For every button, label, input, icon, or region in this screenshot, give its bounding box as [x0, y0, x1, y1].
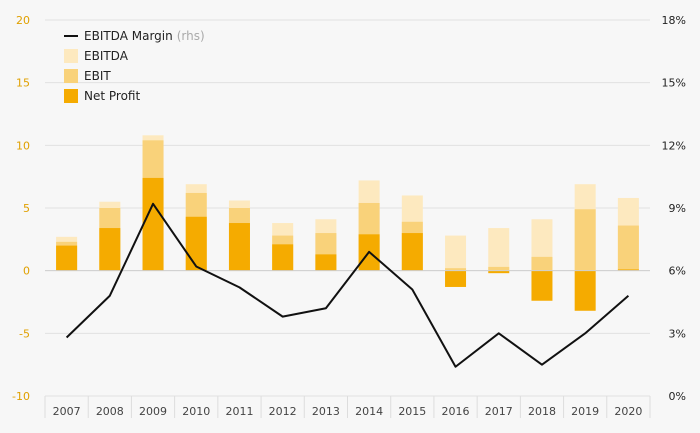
x-tick-label: 2016	[442, 405, 470, 418]
y-left-tick-label: -5	[19, 327, 30, 340]
x-tick-label: 2013	[312, 405, 340, 418]
bar-net-profit	[445, 270, 467, 287]
y-left-tick-label: 10	[16, 139, 30, 152]
y-right-tick-label: 15%	[662, 77, 686, 90]
bar-ebit	[488, 266, 510, 271]
x-tick-label: 2009	[139, 405, 167, 418]
y-left-tick-label: 20	[16, 14, 30, 27]
grid-layer	[44, 19, 651, 418]
x-tick-label: 2017	[485, 405, 513, 418]
y-left-tick-label: 0	[23, 265, 30, 278]
bar-net-profit	[228, 223, 250, 271]
bar-ebitda	[445, 235, 467, 271]
bar-net-profit	[185, 216, 207, 271]
y-left-tick-label: -10	[12, 390, 30, 403]
ticks-layer: -10 0% -5 3% 0 6% 5 9% 10 12% 15 15% 20 18% 2007 2008 20…	[12, 14, 686, 418]
bar-net-profit	[272, 244, 294, 271]
y-right-tick-label: 12%	[662, 139, 686, 152]
bars-layer	[56, 135, 639, 311]
legend-swatch	[64, 69, 78, 83]
bar-ebit	[445, 268, 467, 271]
bar-ebit	[531, 256, 553, 271]
y-right-tick-label: 6%	[669, 265, 686, 278]
bar-ebit	[574, 209, 596, 271]
y-right-tick-label: 9%	[669, 202, 686, 215]
x-tick-label: 2011	[225, 405, 253, 418]
bar-net-profit	[531, 270, 553, 301]
bar-net-profit	[488, 270, 510, 274]
bar-net-profit	[401, 233, 423, 271]
legend-label: EBIT	[84, 69, 111, 83]
line-layer	[65, 202, 630, 368]
y-right-tick-label: 0%	[669, 390, 686, 403]
bar-net-profit	[315, 254, 337, 271]
x-tick-label: 2018	[528, 405, 556, 418]
legend-label-note: (rhs)	[177, 29, 205, 43]
y-right-tick-label: 18%	[662, 14, 686, 27]
legend-label: EBITDA Margin (rhs)	[84, 29, 205, 43]
legend-swatch	[64, 89, 78, 103]
bar-net-profit	[56, 245, 78, 271]
bar-ebitda	[488, 228, 510, 271]
line-ebitda-margin	[65, 202, 630, 368]
y-right-tick-label: 3%	[669, 327, 686, 340]
x-tick-label: 2012	[269, 405, 297, 418]
x-tick-label: 2008	[96, 405, 124, 418]
legend-label: EBITDA	[84, 49, 129, 63]
x-tick-label: 2019	[571, 405, 599, 418]
legend: EBITDA Margin (rhs) EBITDA EBIT Net Profit	[64, 29, 205, 103]
x-tick-label: 2014	[355, 405, 383, 418]
x-tick-label: 2020	[614, 405, 642, 418]
x-tick-label: 2015	[398, 405, 426, 418]
legend-swatch	[64, 49, 78, 63]
x-tick-label: 2010	[182, 405, 210, 418]
x-tick-label: 2007	[53, 405, 81, 418]
bar-net-profit	[99, 228, 121, 271]
bar-net-profit	[617, 269, 639, 271]
bar-ebit	[617, 225, 639, 271]
y-left-tick-label: 5	[23, 202, 30, 215]
legend-label: Net Profit	[84, 89, 140, 103]
y-left-tick-label: 15	[16, 77, 30, 90]
bar-net-profit	[574, 270, 596, 311]
bar-net-profit	[142, 177, 164, 271]
legend-label-text: EBITDA Margin	[84, 29, 173, 43]
